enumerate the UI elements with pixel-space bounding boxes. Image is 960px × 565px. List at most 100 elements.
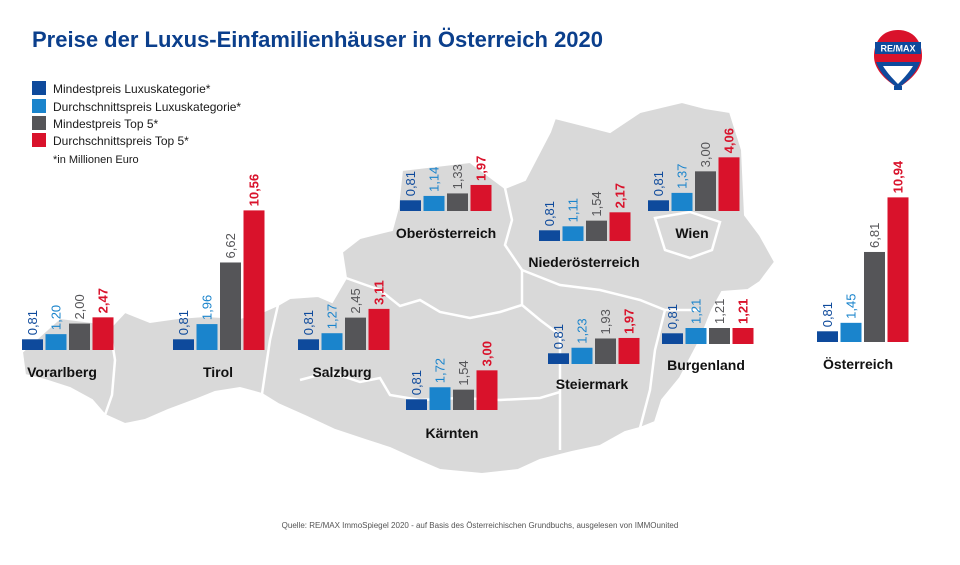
bar-niederoesterreich-series-1 xyxy=(539,230,560,241)
value-label-oberoesterreich-series-4: 1,97 xyxy=(474,156,489,181)
border-steiermark-burgenland xyxy=(638,309,667,429)
value-label-wien-series-4: 4,06 xyxy=(722,128,737,153)
bar-oesterreich-series-2 xyxy=(840,322,862,342)
value-label-steiermark-series-1: 0,81 xyxy=(551,324,566,349)
bar-burgenland-series-4 xyxy=(732,328,754,344)
bar-groups: 0,81 1,20 2,00 2,47 Vorarlberg 0,81 1,96 6,62 10… xyxy=(22,128,909,441)
legend-label-mindestpreis-luxus: Mindestpreis Luxuskategorie* xyxy=(53,82,211,96)
legend-unit-note: *in Millionen Euro xyxy=(53,154,139,166)
bar-wien-series-1 xyxy=(648,200,669,211)
bar-group-steiermark: 0,81 1,23 1,93 1,97 Steiermark xyxy=(548,309,640,392)
bar-group-niederoesterreich: 0,81 1,11 1,54 2,17 Niederösterreich xyxy=(528,183,639,270)
bar-tirol-series-3 xyxy=(220,262,241,350)
region-label-tirol: Tirol xyxy=(203,364,233,380)
bar-group-salzburg: 0,81 1,27 2,45 3,11 Salzburg xyxy=(298,280,390,380)
value-label-tirol-series-2: 1,96 xyxy=(200,295,215,320)
bar-salzburg-series-3 xyxy=(345,317,366,350)
value-label-kaernten-series-2: 1,72 xyxy=(433,358,448,383)
border-oberoesterreich-niederoesterreich-steiermark xyxy=(503,187,562,450)
value-label-kaernten-series-1: 0,81 xyxy=(409,370,424,395)
value-label-oberoesterreich-series-3: 1,33 xyxy=(450,164,465,189)
region-label-wien: Wien xyxy=(675,225,708,241)
value-label-kaernten-series-3: 1,54 xyxy=(456,360,471,385)
bar-vorarlberg-series-2 xyxy=(45,334,67,350)
bar-oberoesterreich-series-1 xyxy=(400,200,421,211)
bar-steiermark-series-2 xyxy=(571,347,593,364)
bar-oesterreich-series-3 xyxy=(864,251,885,342)
bar-vorarlberg-series-3 xyxy=(69,323,90,350)
value-label-salzburg-series-1: 0,81 xyxy=(301,310,316,335)
value-label-oesterreich-series-1: 0,81 xyxy=(820,302,835,327)
bar-salzburg-series-1 xyxy=(298,339,319,350)
border-tirol-salzburg xyxy=(260,304,280,395)
bar-tirol-series-1 xyxy=(173,339,194,350)
region-label-salzburg: Salzburg xyxy=(312,364,371,380)
source-note: Quelle: RE/MAX ImmoSpiegel 2020 - auf Ba… xyxy=(282,521,679,530)
chart-title: Preise der Luxus-Einfamilienhäuser in Ös… xyxy=(32,27,603,52)
region-label-vorarlberg: Vorarlberg xyxy=(27,364,97,380)
value-label-burgenland-series-1: 0,81 xyxy=(665,304,680,329)
value-label-vorarlberg-series-3: 2,00 xyxy=(72,294,87,319)
value-label-wien-series-3: 3,00 xyxy=(698,142,713,167)
value-label-tirol-series-3: 6,62 xyxy=(223,233,238,258)
bar-oesterreich-series-1 xyxy=(817,331,838,342)
legend-label-durchschnittspreis-luxus: Durchschnittspreis Luxuskategorie* xyxy=(53,100,241,114)
bar-steiermark-series-1 xyxy=(548,353,569,364)
bar-burgenland-series-3 xyxy=(709,328,730,344)
value-label-burgenland-series-3: 1,21 xyxy=(712,299,727,324)
bar-steiermark-series-3 xyxy=(595,338,616,364)
value-label-vorarlberg-series-2: 1,20 xyxy=(49,305,64,330)
value-label-steiermark-series-4: 1,97 xyxy=(622,309,637,334)
bar-kaernten-series-4 xyxy=(476,370,498,410)
region-label-kaernten: Kärnten xyxy=(426,425,479,441)
value-label-kaernten-series-4: 3,00 xyxy=(480,341,495,366)
legend-swatch-durchschnittspreis-luxus xyxy=(32,99,46,113)
bar-group-vorarlberg: 0,81 1,20 2,00 2,47 Vorarlberg xyxy=(22,288,114,380)
bar-tirol-series-4 xyxy=(243,210,265,350)
bar-kaernten-series-3 xyxy=(453,389,474,410)
bar-kaernten-series-1 xyxy=(406,399,427,410)
bar-burgenland-series-2 xyxy=(685,328,707,344)
state-borders xyxy=(103,187,722,450)
austria-map xyxy=(20,100,777,476)
bar-vorarlberg-series-4 xyxy=(92,317,114,350)
value-label-oesterreich-series-2: 1,45 xyxy=(844,294,859,319)
legend-label-durchschnittspreis-top5: Durchschnittspreis Top 5* xyxy=(53,134,189,148)
value-label-salzburg-series-2: 1,27 xyxy=(325,304,340,329)
value-label-steiermark-series-2: 1,23 xyxy=(575,318,590,343)
legend-swatch-mindestpreis-top5 xyxy=(32,116,46,130)
bar-group-wien: 0,81 1,37 3,00 4,06 Wien xyxy=(648,128,740,241)
bar-niederoesterreich-series-3 xyxy=(586,220,607,241)
bar-niederoesterreich-series-4 xyxy=(609,212,631,241)
bar-oberoesterreich-series-4 xyxy=(470,184,492,211)
bar-oberoesterreich-series-2 xyxy=(423,195,445,211)
value-label-burgenland-series-4: 1,21 xyxy=(736,299,751,324)
value-label-tirol-series-1: 0,81 xyxy=(176,310,191,335)
bar-kaernten-series-2 xyxy=(429,387,451,410)
hot-air-balloon-icon xyxy=(874,30,922,90)
border-kaernten xyxy=(299,370,561,402)
bar-group-burgenland: 0,81 1,21 1,21 1,21 Burgenland xyxy=(662,299,754,373)
bar-oesterreich-series-4 xyxy=(887,197,909,342)
legend: Mindestpreis Luxuskategorie* Durchschnit… xyxy=(32,81,241,166)
value-label-niederoesterreich-series-1: 0,81 xyxy=(542,201,557,226)
remax-logo-text: RE/MAX xyxy=(880,44,915,54)
bar-group-tirol: 0,81 1,96 6,62 10,56 Tirol xyxy=(173,174,265,380)
bar-wien-series-3 xyxy=(695,171,716,211)
border-salzburg-oberoesterreich xyxy=(345,276,523,320)
legend-label-mindestpreis-top5: Mindestpreis Top 5* xyxy=(53,117,159,131)
value-label-vorarlberg-series-4: 2,47 xyxy=(96,288,111,313)
bar-group-oberoesterreich: 0,81 1,14 1,33 1,97 Oberösterreich xyxy=(396,156,496,241)
bar-oberoesterreich-series-3 xyxy=(447,193,468,211)
bar-vorarlberg-series-1 xyxy=(22,339,43,350)
value-label-oesterreich-series-3: 6,81 xyxy=(867,223,882,248)
region-label-oesterreich: Österreich xyxy=(823,356,893,372)
bar-burgenland-series-1 xyxy=(662,333,683,344)
region-label-niederoesterreich: Niederösterreich xyxy=(528,254,639,270)
value-label-oesterreich-series-4: 10,94 xyxy=(891,160,906,193)
legend-swatch-durchschnittspreis-top5 xyxy=(32,133,46,147)
bar-niederoesterreich-series-2 xyxy=(562,226,584,241)
value-label-salzburg-series-3: 2,45 xyxy=(348,288,363,313)
value-label-burgenland-series-2: 1,21 xyxy=(689,299,704,324)
